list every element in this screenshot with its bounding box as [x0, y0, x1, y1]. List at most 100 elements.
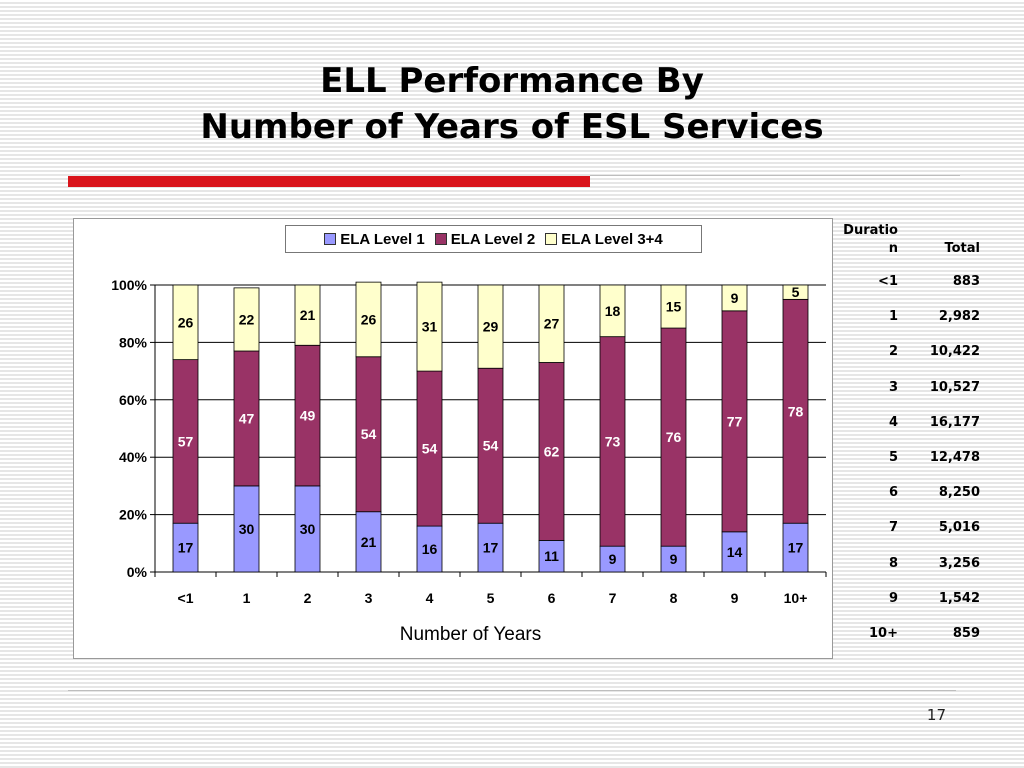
table-cell-duration: 6	[888, 485, 898, 501]
data-label: 49	[300, 408, 316, 424]
data-label: 31	[422, 319, 438, 335]
legend-label-level2: ELA Level 2	[450, 230, 536, 248]
slide-title-line2: Number of Years of ESL Services	[200, 107, 824, 147]
table-row: <1 883	[836, 264, 986, 299]
data-label: 62	[544, 443, 560, 459]
header-duration-part1: Duratio	[843, 223, 898, 238]
bar-segment	[233, 485, 260, 573]
table-cell-total: 10,422	[929, 344, 980, 360]
table-cell-total: 8,250	[938, 485, 980, 501]
data-label: 18	[605, 303, 621, 319]
table-cell-duration: 10+	[869, 625, 898, 641]
chart-legend: ELA Level 1 ELA Level 2 ELA Level 3+4	[285, 225, 702, 253]
chart-frame	[73, 218, 833, 659]
legend-label-level34: ELA Level 3+4	[561, 230, 663, 248]
data-label: 76	[666, 429, 682, 445]
data-label: 27	[544, 316, 560, 332]
bar-segment	[172, 359, 199, 524]
data-label: 77	[727, 413, 743, 429]
table-header: Duratio n Total	[836, 222, 986, 264]
data-label: 17	[788, 540, 804, 556]
bar-segment	[477, 367, 504, 524]
bar-segment	[599, 545, 626, 573]
bar-segment	[172, 284, 199, 361]
x-tick-label: 9	[731, 590, 739, 606]
table-body: <1 883 1 2,982 2 10,422 3 10,527 4 16,177 5 12,478 6…	[836, 264, 986, 651]
x-tick-label: 6	[548, 590, 556, 606]
data-label: 9	[670, 551, 678, 567]
bar-segment	[477, 522, 504, 573]
y-tick-label: 100%	[111, 277, 147, 293]
y-tick-label: 0%	[127, 564, 148, 580]
data-label: 17	[178, 540, 194, 556]
data-label: 54	[483, 438, 499, 454]
legend-swatch-level2	[434, 233, 447, 245]
table-cell-duration: <1	[878, 274, 898, 290]
bar-segment	[355, 511, 382, 573]
bar-segment	[660, 284, 687, 329]
bar-segment	[172, 522, 199, 573]
bar-segment	[782, 284, 809, 300]
bar-segment	[538, 284, 565, 363]
bar-segment	[355, 356, 382, 513]
bar-segment	[721, 284, 748, 312]
table-cell-duration: 7	[888, 520, 898, 536]
duration-total-table: Duratio n Total <1 883 1 2,982 2 10,422 3 10,52…	[836, 222, 986, 651]
legend-item-level2: ELA Level 2	[434, 230, 536, 248]
table-cell-total: 2,982	[938, 309, 980, 325]
bar-segment	[599, 336, 626, 547]
table-row: 3 10,527	[836, 370, 986, 405]
table-row: 6 8,250	[836, 475, 986, 510]
x-tick-label: 7	[609, 590, 617, 606]
bar-segment	[782, 298, 809, 524]
x-tick-label: 4	[426, 590, 434, 606]
data-label: 54	[422, 441, 438, 457]
table-cell-duration: 8	[888, 555, 898, 571]
table-cell-duration: 3	[888, 379, 898, 395]
bar-segment	[294, 284, 321, 346]
data-label: 21	[300, 307, 316, 323]
data-label: 29	[483, 319, 499, 335]
table-row: 9 1,542	[836, 581, 986, 616]
x-tick-label: 5	[487, 590, 495, 606]
data-label: 9	[731, 290, 739, 306]
data-label: 11	[544, 548, 559, 564]
table-row: 1 2,982	[836, 299, 986, 334]
data-label: 57	[178, 433, 194, 449]
bar-segment	[538, 540, 565, 573]
bar-segment	[233, 350, 260, 487]
y-tick-label: 20%	[119, 507, 148, 523]
page-number: 17	[926, 706, 946, 724]
table-row: 8 3,256	[836, 546, 986, 581]
x-tick-label: 8	[670, 590, 678, 606]
table-row: 5 12,478	[836, 440, 986, 475]
table-cell-total: 5,016	[938, 520, 980, 536]
table-cell-duration: 1	[888, 309, 898, 325]
x-tick-label: <1	[178, 590, 194, 606]
x-tick-label: 2	[304, 590, 312, 606]
data-label: 9	[609, 551, 617, 567]
data-label: 73	[605, 433, 621, 449]
x-tick-label: 3	[365, 590, 373, 606]
y-tick-label: 60%	[119, 392, 148, 408]
header-total: Total	[944, 241, 980, 256]
bar-segment	[477, 284, 504, 369]
data-label: 30	[300, 521, 316, 537]
header-duration: Duratio n	[836, 222, 898, 264]
data-label: 26	[361, 311, 377, 327]
table-row: 7 5,016	[836, 510, 986, 545]
table-cell-total: 883	[952, 274, 980, 290]
data-label: 54	[361, 426, 377, 442]
table-cell-total: 16,177	[929, 414, 980, 430]
footer-divider-line	[68, 690, 956, 691]
table-cell-total: 10,527	[929, 379, 980, 395]
table-cell-total: 1,542	[938, 590, 980, 606]
bar-segment	[660, 327, 687, 547]
data-label: 15	[666, 299, 682, 315]
table-cell-duration: 5	[888, 450, 898, 466]
x-tick-label: 10+	[784, 590, 808, 606]
bar-segment	[233, 287, 260, 352]
legend-label-level1: ELA Level 1	[340, 230, 425, 248]
table-cell-duration: 4	[888, 414, 898, 430]
